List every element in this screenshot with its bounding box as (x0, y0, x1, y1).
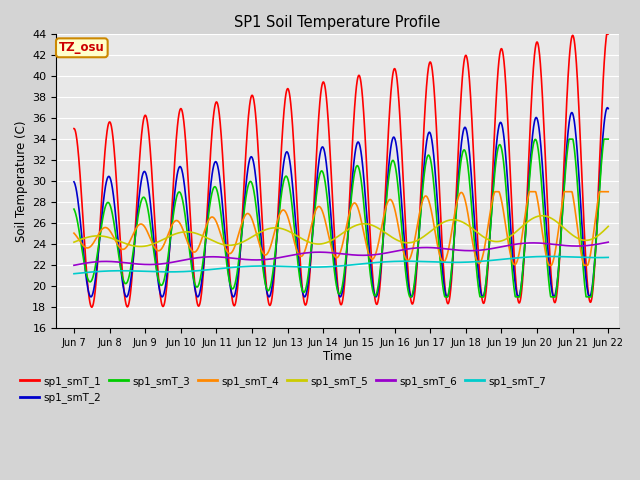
sp1_smT_6 (316, 249, 323, 255)
sp1_smT_5 (97, 233, 105, 239)
sp1_smT_5 (491, 239, 499, 244)
sp1_smT_2 (589, 280, 596, 286)
sp1_smT_5 (589, 236, 597, 241)
sp1_smT_3 (70, 206, 78, 212)
sp1_smT_3 (565, 136, 573, 142)
sp1_smT_3 (589, 280, 597, 286)
sp1_smT_1 (98, 199, 106, 205)
Line: sp1_smT_6: sp1_smT_6 (74, 242, 608, 265)
Line: sp1_smT_4: sp1_smT_4 (74, 192, 608, 265)
sp1_smT_1 (589, 286, 597, 291)
sp1_smT_6 (604, 239, 612, 245)
sp1_smT_7 (589, 255, 596, 261)
Line: sp1_smT_2: sp1_smT_2 (74, 108, 608, 297)
Y-axis label: Soil Temperature (C): Soil Temperature (C) (15, 120, 28, 242)
sp1_smT_4 (330, 252, 337, 257)
sp1_smT_7 (70, 271, 78, 276)
sp1_smT_7 (589, 255, 597, 261)
sp1_smT_6 (97, 259, 105, 264)
sp1_smT_5 (604, 224, 612, 229)
sp1_smT_4 (491, 189, 499, 195)
sp1_smT_6 (589, 242, 596, 248)
Line: sp1_smT_5: sp1_smT_5 (74, 216, 608, 247)
sp1_smT_1 (604, 31, 612, 37)
Line: sp1_smT_1: sp1_smT_1 (74, 34, 608, 307)
sp1_smT_2 (316, 152, 324, 158)
sp1_smT_4 (97, 227, 105, 233)
sp1_smT_3 (330, 263, 337, 268)
sp1_smT_4 (316, 204, 323, 210)
sp1_smT_2 (604, 105, 611, 110)
sp1_smT_2 (70, 179, 78, 185)
sp1_smT_6 (589, 242, 596, 248)
X-axis label: Time: Time (323, 349, 352, 362)
sp1_smT_2 (97, 220, 105, 226)
sp1_smT_7 (330, 264, 337, 269)
sp1_smT_3 (97, 225, 105, 230)
sp1_smT_3 (589, 277, 597, 283)
sp1_smT_4 (604, 189, 612, 194)
sp1_smT_4 (589, 235, 597, 240)
sp1_smT_2 (589, 277, 597, 283)
sp1_smT_4 (70, 230, 78, 236)
Line: sp1_smT_7: sp1_smT_7 (74, 256, 608, 274)
sp1_smT_3 (406, 294, 413, 300)
sp1_smT_5 (538, 213, 546, 218)
sp1_smT_4 (545, 263, 553, 268)
sp1_smT_5 (136, 244, 144, 250)
sp1_smT_1 (589, 288, 596, 294)
sp1_smT_1 (491, 121, 499, 127)
sp1_smT_1 (330, 225, 338, 231)
sp1_smT_2 (330, 252, 338, 258)
sp1_smT_2 (604, 106, 612, 111)
sp1_smT_6 (70, 263, 78, 268)
sp1_smT_1 (88, 304, 96, 310)
Legend: sp1_smT_1, sp1_smT_2, sp1_smT_3, sp1_smT_4, sp1_smT_5, sp1_smT_6, sp1_smT_7: sp1_smT_1, sp1_smT_2, sp1_smT_3, sp1_smT… (17, 372, 550, 407)
sp1_smT_3 (604, 136, 612, 142)
sp1_smT_3 (316, 172, 323, 178)
sp1_smT_1 (70, 126, 78, 132)
sp1_smT_6 (491, 245, 499, 251)
sp1_smT_3 (491, 168, 499, 174)
sp1_smT_4 (589, 232, 597, 238)
sp1_smT_5 (330, 236, 338, 242)
sp1_smT_1 (316, 99, 324, 105)
Text: TZ_osu: TZ_osu (59, 41, 105, 54)
sp1_smT_5 (316, 241, 324, 247)
sp1_smT_2 (158, 294, 166, 300)
sp1_smT_7 (316, 264, 323, 270)
sp1_smT_7 (97, 268, 105, 274)
sp1_smT_5 (70, 239, 78, 245)
Line: sp1_smT_3: sp1_smT_3 (74, 139, 608, 297)
sp1_smT_6 (330, 250, 337, 256)
sp1_smT_4 (491, 189, 499, 194)
sp1_smT_2 (491, 159, 499, 165)
sp1_smT_7 (491, 257, 499, 263)
sp1_smT_7 (604, 254, 612, 260)
sp1_smT_5 (589, 236, 597, 241)
sp1_smT_7 (545, 253, 552, 259)
Title: SP1 Soil Temperature Profile: SP1 Soil Temperature Profile (234, 15, 441, 30)
sp1_smT_1 (603, 31, 611, 37)
